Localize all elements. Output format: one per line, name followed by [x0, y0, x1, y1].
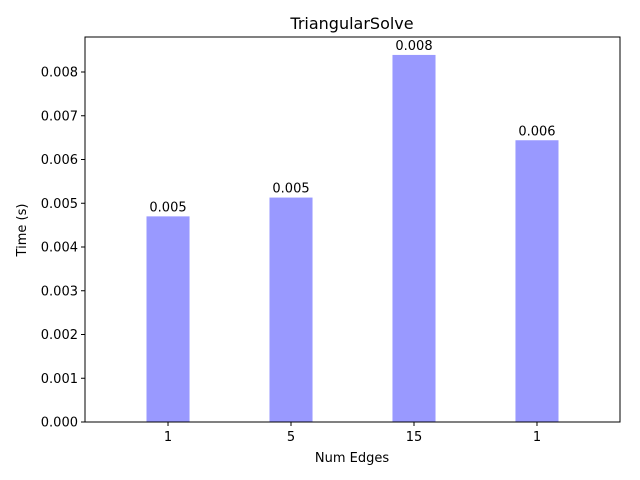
- y-tick-label-1: 0.001: [41, 372, 78, 387]
- y-tick-label-4: 0.004: [41, 241, 78, 256]
- bar-0: [146, 216, 190, 422]
- y-axis-label: Time (s): [15, 204, 30, 258]
- y-tick-label-7: 0.007: [41, 109, 78, 124]
- y-tick-label-3: 0.003: [41, 284, 78, 299]
- x-tick-label-1: 5: [287, 430, 295, 445]
- x-tick-label-0: 1: [164, 430, 172, 445]
- x-axis: 1 5 15 1: [164, 422, 541, 445]
- bar-value-label-3: 0.006: [518, 124, 555, 139]
- chart-title: TriangularSolve: [289, 14, 413, 33]
- y-axis: 0.000 0.001 0.002 0.003 0.004 0.005 0.006 0.007…: [41, 66, 85, 431]
- x-tick-label-2: 15: [406, 430, 423, 445]
- x-axis-label: Num Edges: [315, 451, 389, 466]
- y-tick-label-6: 0.006: [41, 153, 78, 168]
- plot-frame: [84, 36, 621, 423]
- y-tick-label-5: 0.005: [41, 197, 78, 212]
- bar-3: [515, 140, 559, 422]
- bar-value-label-2: 0.008: [395, 39, 432, 54]
- y-tick-label-0: 0.000: [41, 416, 78, 431]
- x-tick-label-3: 1: [533, 430, 541, 445]
- y-tick-label-8: 0.008: [41, 66, 78, 81]
- y-tick-label-2: 0.002: [41, 328, 78, 343]
- bar-labels-layer: 0.005 0.005 0.008 0.006: [149, 39, 555, 215]
- bar-2: [392, 54, 436, 422]
- bars-layer: [146, 54, 559, 422]
- bar-value-label-1: 0.005: [272, 182, 309, 197]
- bar-1: [269, 197, 313, 422]
- bar-value-label-0: 0.005: [149, 200, 186, 215]
